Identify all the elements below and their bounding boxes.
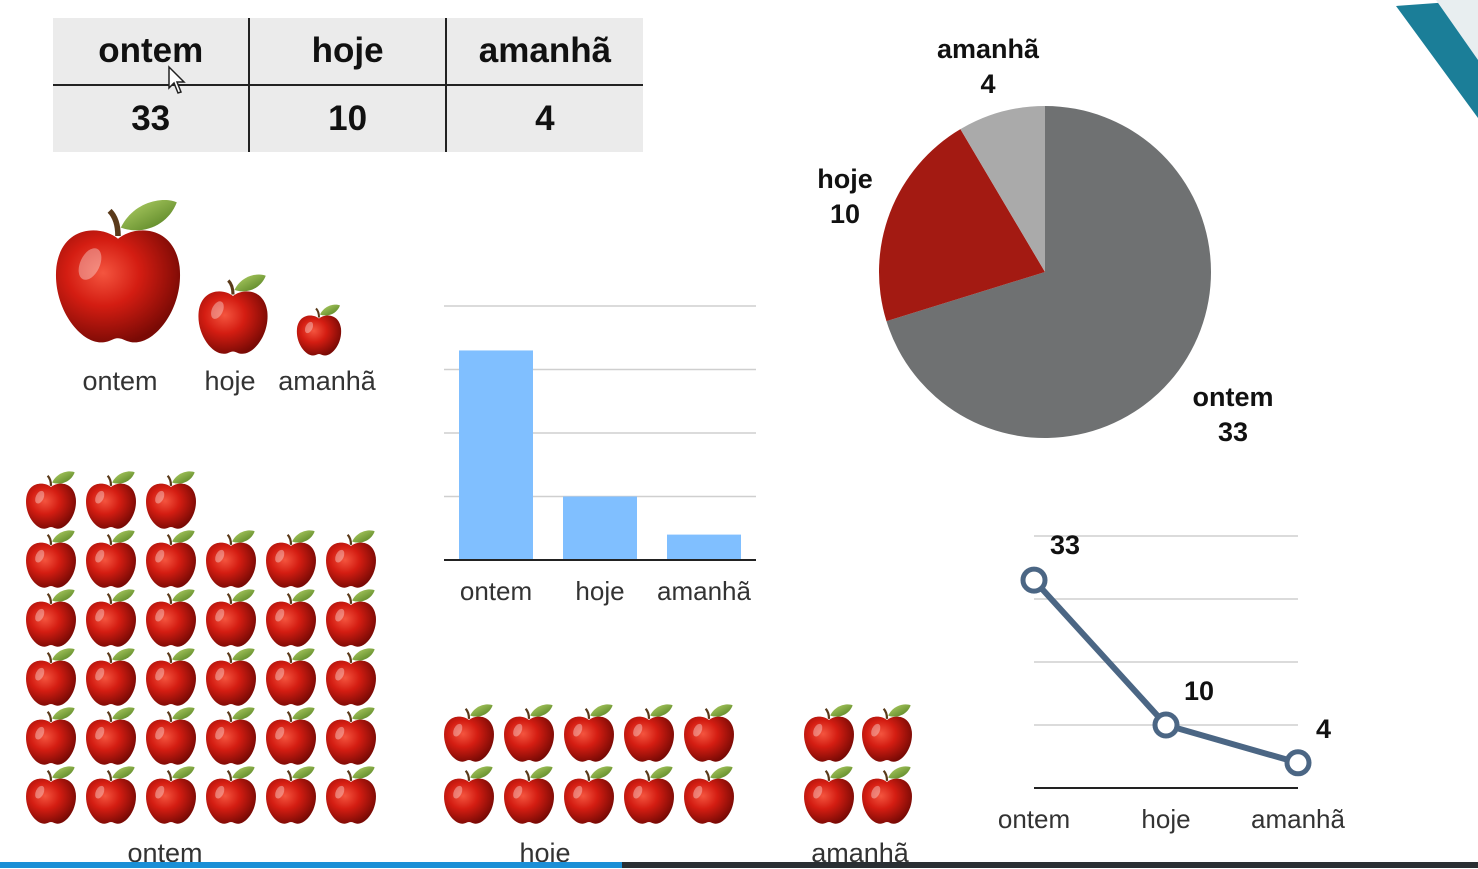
pictograph-apple-hoje (502, 765, 556, 825)
pictograph-apple-ontem (204, 765, 258, 825)
pictograph-apple-ontem (324, 529, 378, 589)
pie-slice-hoje (879, 129, 1045, 322)
pictograph-apple-ontem (144, 706, 198, 766)
pictograph-apple-ontem (204, 588, 258, 648)
pictograph-apple-ontem (24, 529, 78, 589)
pictograph-apple-ontem (144, 470, 198, 530)
bar-tick-label: hoje (575, 576, 624, 606)
pie-label-ontem: ontem 33 (1178, 380, 1288, 450)
bottom-progress-bar[interactable] (0, 862, 1478, 868)
pictograph-apple-ontem (144, 765, 198, 825)
pictograph-apple-hoje (442, 765, 496, 825)
table-header-ontem: ontem (53, 18, 250, 86)
pictograph-apple-ontem (24, 470, 78, 530)
pictograph-apple-ontem (84, 588, 138, 648)
pictograph-apple-hoje (622, 765, 676, 825)
bar-ontem (459, 350, 533, 560)
pictograph-apple-ontem (264, 588, 318, 648)
pictograph-apple-hoje (682, 765, 736, 825)
pictograph-apple-ontem (144, 529, 198, 589)
apple-large-icon (48, 186, 188, 356)
table-header-amanha: amanhã (444, 18, 643, 86)
pie-label-ontem-value: 33 (1217, 417, 1249, 447)
pictograph-apple-ontem (84, 529, 138, 589)
pie-label-ontem-name: ontem (1192, 382, 1274, 412)
table-value-hoje: 10 (248, 85, 446, 152)
pie-label-amanha-value: 4 (980, 69, 996, 99)
pictograph-apple-ontem (144, 647, 198, 707)
line-value-label-ontem: 33 (1050, 530, 1081, 560)
size-label-hoje: hoje (204, 366, 256, 396)
line-value-label-hoje: 10 (1184, 676, 1215, 706)
mouse-cursor-icon (168, 65, 186, 94)
pictograph-apple-ontem (324, 765, 378, 825)
pictograph-apple-hoje (682, 703, 736, 763)
bar-amanha (667, 534, 741, 560)
data-table: ontem hoje amanhã 33 10 4 (53, 18, 643, 152)
size-label-amanha: amanhã (278, 366, 376, 396)
pictograph-apple-ontem (144, 588, 198, 648)
pictograph-apple-hoje (442, 703, 496, 763)
line-tick-label: hoje (1141, 804, 1190, 834)
pictograph-apple-ontem (84, 647, 138, 707)
apple-small-icon (295, 303, 343, 357)
pictograph-apple-hoje (622, 703, 676, 763)
pictograph-apple-amanha (802, 765, 856, 825)
pictograph-apple-ontem (24, 588, 78, 648)
pictograph-apple-ontem (264, 647, 318, 707)
corner-decoration (1396, 0, 1478, 118)
bar-tick-label: ontem (460, 576, 532, 606)
pie-slice-ontem (886, 106, 1211, 438)
table-value-amanha: 4 (444, 85, 643, 152)
pictograph-apple-ontem (324, 647, 378, 707)
pictograph-apple-ontem (204, 706, 258, 766)
pie-label-amanha: amanhã 4 (918, 32, 1058, 102)
pictograph-apple-ontem (24, 765, 78, 825)
line-tick-label: amanhã (1251, 804, 1345, 834)
bottom-progress-fill (0, 862, 622, 868)
pictograph-apple-ontem (264, 765, 318, 825)
pictograph-apple-ontem (84, 470, 138, 530)
line-chart: ontem hoje amanhã (998, 535, 1346, 834)
bar-tick-label: amanhã (657, 576, 751, 606)
pictograph-apple-amanha (860, 703, 914, 763)
pictograph-apple-amanha (860, 765, 914, 825)
pie-slice-amanha (960, 106, 1045, 272)
line-point-ontem (1020, 566, 1048, 594)
pictograph-apple-ontem (204, 529, 258, 589)
pictograph-apple-hoje (562, 765, 616, 825)
pictograph-apple-amanha (802, 703, 856, 763)
pictograph-apple-ontem (84, 765, 138, 825)
pie-label-hoje-value: 10 (829, 199, 861, 229)
line-tick-label: ontem (998, 804, 1070, 834)
pictograph-apple-ontem (24, 706, 78, 766)
line-point-hoje (1152, 711, 1180, 739)
pictograph-apple-ontem (324, 706, 378, 766)
pictograph-apple-ontem (324, 588, 378, 648)
apple-medium-icon (196, 272, 270, 356)
pictograph-apple-ontem (24, 647, 78, 707)
pictograph-apple-ontem (264, 706, 318, 766)
table-value-ontem: 33 (131, 99, 171, 138)
line-point-amanha (1284, 749, 1312, 777)
line-value-label-amanha: 4 (1316, 714, 1332, 744)
pictograph-apple-ontem (264, 529, 318, 589)
pictograph-apple-ontem (204, 647, 258, 707)
pictograph-apple-ontem (84, 706, 138, 766)
size-label-ontem: ontem (82, 366, 158, 396)
pie-label-hoje: hoje 10 (800, 162, 890, 232)
bar-hoje (563, 496, 637, 560)
pie-label-hoje-name: hoje (817, 164, 873, 194)
pie-label-amanha-name: amanhã (936, 34, 1040, 64)
bar-chart: ontem hoje amanhã (444, 305, 756, 606)
table-header-hoje: hoje (248, 18, 446, 86)
pictograph-apple-hoje (562, 703, 616, 763)
pictograph-apple-hoje (502, 703, 556, 763)
pie-chart (879, 106, 1211, 438)
